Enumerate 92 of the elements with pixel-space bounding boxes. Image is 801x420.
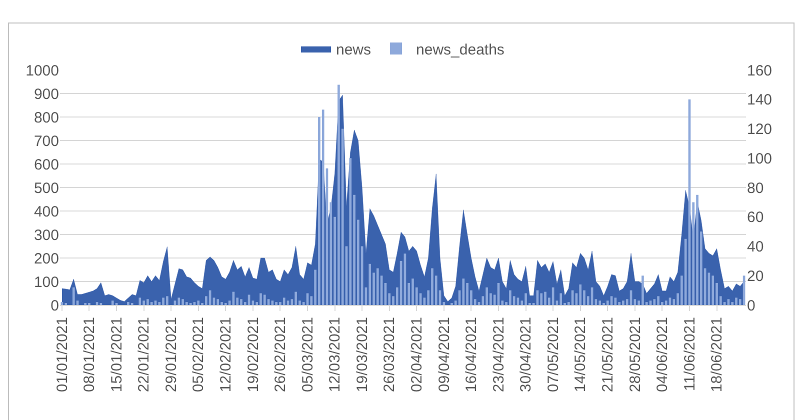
bar: [322, 110, 324, 305]
bar: [166, 296, 168, 305]
y-tick-label: 600: [34, 156, 59, 174]
x-tick-label: 30/04/2021: [518, 317, 535, 392]
y2-tick-label: 80: [747, 180, 764, 197]
bar: [657, 296, 660, 305]
x-tick-label: 26/02/2021: [272, 317, 290, 392]
bar: [466, 282, 468, 305]
x-tick-label: 02/04/2021: [408, 317, 426, 392]
x-tick-label: 05/02/2021: [190, 317, 208, 392]
bar: [216, 299, 220, 305]
bar: [260, 293, 262, 305]
y-tick-label: 900: [34, 86, 59, 103]
bar: [138, 298, 142, 305]
y2-tick-label: 160: [747, 62, 772, 80]
bar: [111, 300, 114, 305]
x-tick-label: 01/01/2021: [54, 317, 71, 392]
y-tick-label: 400: [34, 203, 59, 220]
x-tick-label: 07/05/2021: [544, 317, 562, 392]
bar: [509, 290, 512, 305]
legend-label: news: [336, 41, 372, 58]
y-tick-label: 700: [34, 132, 59, 150]
bar: [146, 299, 149, 305]
bar: [642, 276, 644, 305]
x-tick-label: 12/02/2021: [218, 317, 235, 392]
bar: [431, 268, 434, 305]
bar: [349, 158, 352, 305]
bar: [150, 302, 153, 305]
bar: [486, 287, 488, 305]
x-tick-label: 12/03/2021: [326, 317, 344, 392]
bar: [127, 302, 130, 305]
bar: [696, 194, 698, 305]
bar: [182, 299, 184, 305]
x-tick-label: 08/01/2021: [81, 317, 98, 392]
legend-label: news_deaths: [416, 41, 504, 58]
bar: [412, 278, 414, 305]
x-tick-label: 04/06/2021: [654, 317, 672, 392]
x-tick-label: 05/03/2021: [299, 317, 316, 392]
y-tick-label: 100: [34, 274, 59, 291]
y2-tick-label: 20: [747, 268, 764, 285]
x-tick-label: 11/06/2021: [681, 317, 698, 391]
x-tick-label: 21/05/2021: [600, 317, 617, 392]
bar: [622, 300, 624, 305]
y-tick-label: 500: [34, 180, 59, 197]
y-tick-label: 300: [34, 226, 59, 244]
bar: [735, 298, 738, 305]
bar: [186, 302, 188, 305]
bar: [544, 292, 546, 305]
y-tick-label: 800: [34, 109, 59, 126]
x-tick-label: 16/04/2021: [463, 317, 480, 392]
bar: [598, 300, 601, 305]
x-tick-label: 23/04/2021: [490, 317, 508, 392]
y2-tick-label: 40: [747, 238, 764, 256]
x-tick-label: 18/06/2021: [708, 317, 726, 392]
bar: [282, 298, 286, 305]
y2-tick-label: 100: [747, 150, 772, 168]
x-tick-label: 28/05/2021: [626, 317, 644, 392]
x-tick-label: 22/01/2021: [136, 317, 153, 392]
y2-tick-label: 60: [747, 209, 764, 226]
bar: [275, 302, 278, 305]
bar: [263, 294, 266, 305]
y-tick-label: 200: [34, 250, 59, 268]
x-tick-label: 19/03/2021: [354, 317, 371, 392]
bar: [72, 287, 75, 305]
bar: [368, 264, 372, 305]
x-tick-label: 15/01/2021: [108, 317, 126, 392]
x-tick-label: 09/04/2021: [436, 317, 453, 392]
bar: [712, 276, 714, 305]
bar: [540, 293, 543, 305]
x-tick-label: 29/01/2021: [162, 317, 180, 392]
y-tick-label: 0: [50, 297, 59, 314]
x-tick-label: 26/03/2021: [381, 317, 398, 392]
bar: [579, 284, 582, 305]
y2-tick-label: 140: [747, 92, 772, 109]
x-tick-label: 14/05/2021: [572, 317, 590, 392]
bar: [142, 300, 145, 305]
bar: [220, 302, 223, 305]
bar: [653, 299, 656, 305]
bar: [240, 299, 242, 305]
y-tick-label: 1000: [26, 62, 59, 80]
bar: [664, 300, 668, 305]
y2-tick-label: 120: [747, 121, 772, 138]
bar: [376, 268, 379, 305]
bar: [178, 298, 180, 305]
bar: [524, 293, 527, 305]
bar: [338, 84, 340, 305]
bar: [162, 298, 164, 305]
bar: [197, 300, 200, 305]
y2-tick-label: 0: [747, 297, 756, 314]
bar: [560, 293, 562, 305]
bar: [294, 292, 297, 305]
x-tick-label: 19/02/2021: [244, 317, 262, 392]
